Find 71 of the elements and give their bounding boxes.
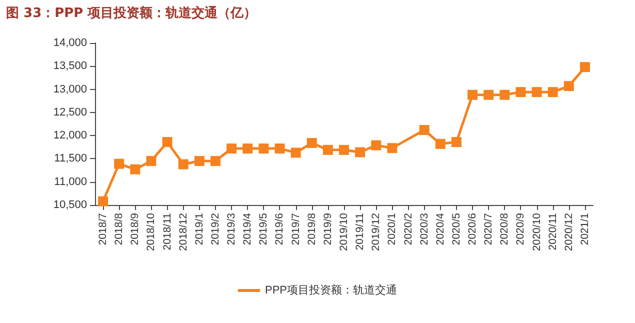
point xyxy=(274,144,285,154)
x-tick-label: 2019/12 xyxy=(370,212,382,251)
point xyxy=(290,148,301,158)
x-tick-label: 2018/7 xyxy=(97,212,110,246)
point xyxy=(210,156,220,166)
point xyxy=(355,147,366,158)
point xyxy=(322,144,333,155)
x-tick-label: 2020/3 xyxy=(418,212,430,246)
x-tick-label: 2018/8 xyxy=(113,212,126,246)
point xyxy=(516,87,526,98)
x-tick-label: 2019/7 xyxy=(290,212,302,246)
point xyxy=(242,144,253,154)
point xyxy=(548,87,558,98)
x-tick-label: 2019/3 xyxy=(226,212,238,246)
point xyxy=(371,140,382,150)
legend-label: PPP项目投资额：轨道交通 xyxy=(264,284,398,296)
point xyxy=(580,62,590,72)
x-tick-label: 2021/1 xyxy=(578,212,591,246)
y-tick-label: 14,000 xyxy=(53,37,87,49)
x-tick-label: 2019/2 xyxy=(209,212,222,246)
point xyxy=(339,144,349,155)
point xyxy=(162,137,172,148)
point xyxy=(306,138,317,148)
x-tick-label: 2019/10 xyxy=(338,212,350,251)
x-tick-label: 2018/11 xyxy=(161,212,174,250)
x-tick-label: 2019/5 xyxy=(258,212,270,246)
x-tick-label: 2020/10 xyxy=(530,212,543,251)
y-tick-label: 12,500 xyxy=(53,106,87,118)
point xyxy=(114,158,124,169)
x-tick-label: 2019/11 xyxy=(354,212,366,250)
y-tick-label: 10,500 xyxy=(53,199,87,211)
point xyxy=(468,90,478,100)
point xyxy=(419,125,430,136)
y-tick-label: 12,000 xyxy=(53,130,87,142)
point xyxy=(98,196,108,206)
y-tick-label: 13,500 xyxy=(53,60,87,72)
point xyxy=(194,156,204,166)
x-tick-label: 2020/4 xyxy=(434,212,446,246)
x-tick-label: 2020/8 xyxy=(498,212,511,246)
x-tick-label: 2018/9 xyxy=(129,212,142,246)
point xyxy=(435,138,446,149)
chart-title: 图 33：PPP 项目投资额：轨道交通（亿） xyxy=(6,4,257,22)
x-tick-label: 2019/8 xyxy=(306,212,318,246)
x-tick-label: 2019/9 xyxy=(322,212,334,246)
x-tick-label: 2018/12 xyxy=(177,212,190,251)
point xyxy=(500,90,510,100)
point xyxy=(226,144,237,154)
point xyxy=(146,156,156,166)
point xyxy=(532,87,542,98)
point xyxy=(387,143,398,154)
y-tick-label: 11,500 xyxy=(54,152,87,165)
x-tick-label: 2020/7 xyxy=(482,212,495,246)
point xyxy=(178,159,188,170)
x-tick-label: 2020/1 xyxy=(386,212,398,246)
x-tick-label: 2020/2 xyxy=(402,212,414,246)
x-tick-label: 2019/6 xyxy=(274,212,286,246)
x-tick-label: 2020/11 xyxy=(546,212,559,250)
point xyxy=(130,164,140,174)
point xyxy=(451,137,462,148)
x-tick-label: 2020/5 xyxy=(450,212,462,246)
x-tick-label: 2018/10 xyxy=(145,212,158,251)
x-tick-label: 2020/9 xyxy=(514,212,527,246)
y-tick-label: 11,000 xyxy=(54,176,87,188)
x-tick-label: 2019/4 xyxy=(242,212,254,246)
x-tick-label: 2019/1 xyxy=(193,212,206,246)
point xyxy=(258,144,269,154)
point xyxy=(484,90,494,100)
x-tick-label: 2020/12 xyxy=(562,212,575,251)
x-tick-label: 2020/6 xyxy=(466,212,479,246)
point xyxy=(564,81,574,92)
y-tick-label: 13,000 xyxy=(53,83,87,96)
